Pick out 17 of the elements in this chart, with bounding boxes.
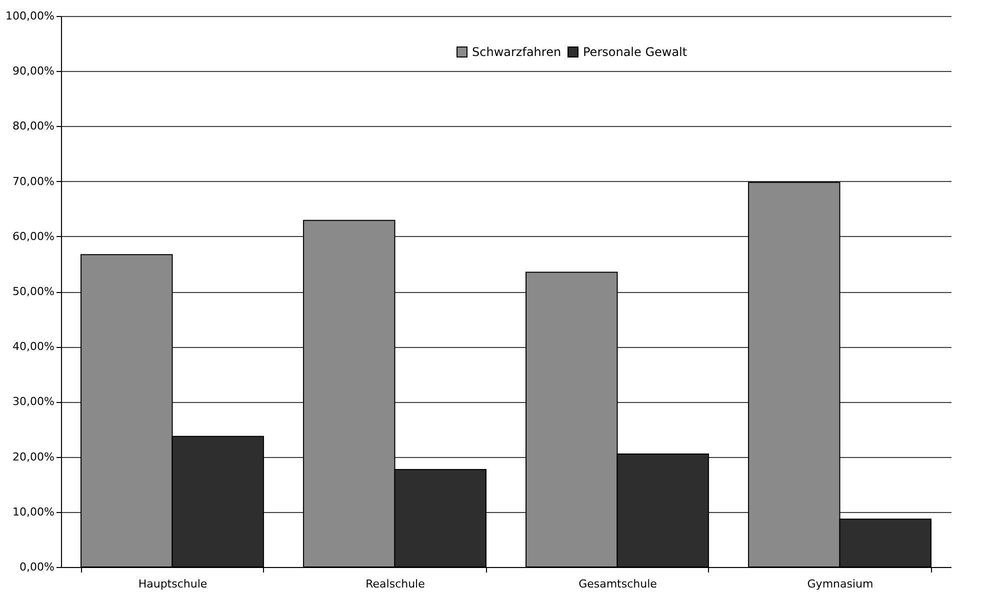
y-tick-label: 60,00% xyxy=(12,230,54,243)
y-tick-label: 10,00% xyxy=(12,505,54,518)
y-tick-label: 100,00% xyxy=(6,10,54,22)
y-tick-label: 80,00% xyxy=(12,120,54,133)
y-tick-label: 30,00% xyxy=(12,395,54,408)
y-tick-label: 90,00% xyxy=(12,64,54,78)
x-tick-label: Realschule xyxy=(366,578,426,590)
y-tick-label: 40,00% xyxy=(12,340,54,354)
y-tick-label: 0,00% xyxy=(20,560,54,574)
x-tick-label: Hauptschule xyxy=(138,578,208,590)
legend-label: Personale Gewalt xyxy=(583,45,688,59)
y-tick-label: 70,00% xyxy=(12,174,54,188)
x-tick-label: Gymnasium xyxy=(807,578,874,590)
y-tick-label: 50,00% xyxy=(12,285,54,298)
x-tick-label: Gesamtschule xyxy=(578,578,658,590)
y-tick-label: 20,00% xyxy=(12,450,54,464)
legend-label: Schwarzfahren xyxy=(472,45,562,59)
